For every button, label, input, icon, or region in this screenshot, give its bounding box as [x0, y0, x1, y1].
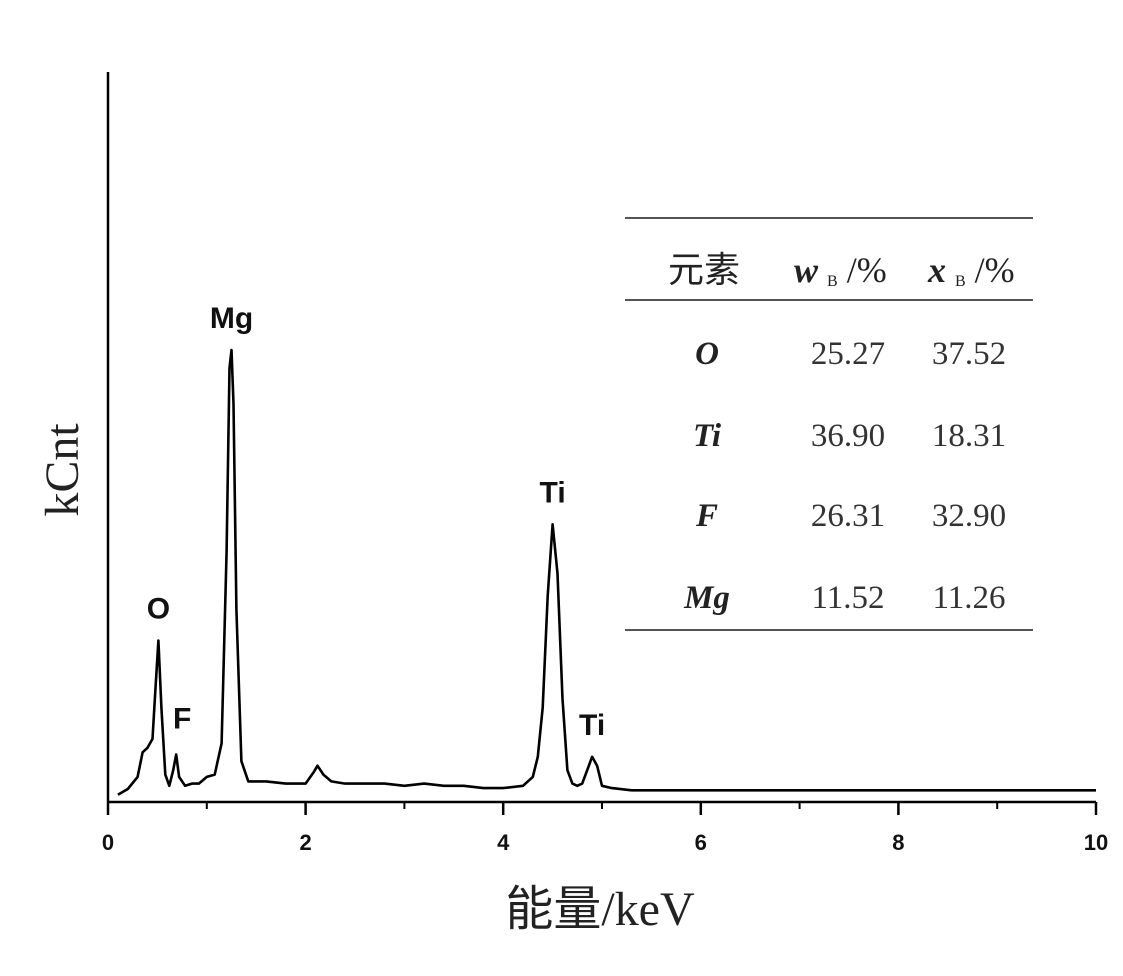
table-cell-element: O: [695, 336, 719, 372]
table-header-mole-fraction: x B /%: [927, 250, 1015, 294]
mole-fraction-subscript: B: [955, 273, 966, 290]
table-cell-mole: 32.90: [932, 498, 1006, 534]
peak-label: F: [173, 703, 191, 736]
spectrum-line: [117, 348, 1096, 796]
table-row: O 25.27 37.52: [695, 336, 1006, 372]
peak-label: O: [147, 593, 170, 626]
table-cell-element: Ti: [693, 418, 722, 454]
y-axis-title: kCnt: [36, 423, 89, 517]
table-row: Ti 36.90 18.31: [693, 418, 1006, 454]
mass-fraction-unit: /%: [847, 250, 887, 290]
mole-fraction-unit: /%: [975, 250, 1015, 290]
mass-fraction-symbol: w: [794, 250, 819, 290]
x-tick-label: 10: [1084, 830, 1108, 855]
table-cell-element: Mg: [683, 580, 730, 616]
mole-fraction-symbol: x: [927, 250, 946, 290]
peak-labels: O F Mg Ti Ti: [147, 302, 605, 742]
inset-table: 元素 w B /% x B /% O 25.27 37.52 Ti 36.90 …: [625, 217, 1033, 631]
table-row: Mg 11.52 11.26: [683, 580, 1005, 616]
table-cell-mole: 18.31: [932, 418, 1006, 454]
x-tick-label: 4: [497, 830, 510, 855]
table-cell-mass: 36.90: [811, 418, 885, 454]
x-tick-label: 0: [102, 830, 114, 855]
table-cell-mass: 26.31: [811, 498, 885, 534]
table-row: F 26.31 32.90: [695, 498, 1006, 534]
x-ticks: 0 2 4 6 8 10: [102, 802, 1108, 855]
table-header-mass-fraction: w B /%: [794, 250, 887, 294]
table-cell-mole: 37.52: [932, 336, 1006, 372]
x-tick-label: 6: [695, 830, 707, 855]
x-tick-label: 8: [892, 830, 904, 855]
x-tick-label: 2: [299, 830, 311, 855]
mass-fraction-subscript: B: [827, 273, 838, 290]
table-cell-mass: 11.52: [811, 580, 884, 616]
peak-label: Ti: [579, 709, 605, 742]
table-header-element: 元素: [668, 250, 740, 290]
peak-label: Ti: [540, 476, 566, 509]
table-cell-mole: 11.26: [932, 580, 1005, 616]
peak-label: Mg: [210, 302, 253, 335]
x-axis-title: 能量/keV: [505, 883, 695, 936]
table-cell-mass: 25.27: [811, 336, 885, 372]
table-cell-element: F: [695, 498, 718, 534]
